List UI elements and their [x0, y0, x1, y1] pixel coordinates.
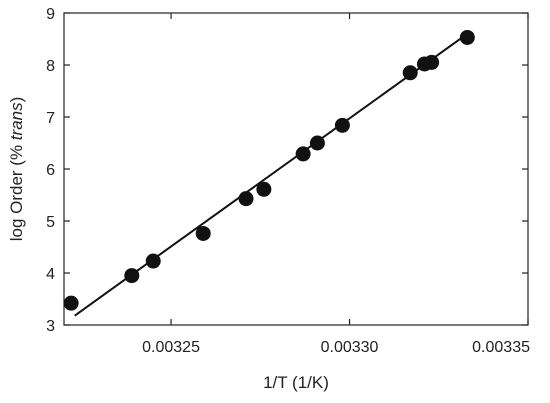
data-point — [124, 268, 140, 284]
data-points — [63, 29, 475, 311]
y-axis-title-prefix: log Order (% — [7, 140, 26, 241]
data-point — [459, 29, 475, 45]
x-axis-title: 1/T (1/K) — [263, 373, 329, 392]
y-tick-label: 3 — [46, 318, 55, 335]
fit-line — [74, 32, 468, 317]
y-axis-title-suffix: ) — [7, 97, 26, 103]
plot-area — [63, 12, 529, 326]
y-axis-title-italic: trans — [7, 102, 26, 140]
data-point — [238, 191, 254, 207]
x-tick-labels: 0.00325 0.00330 0.00335 — [142, 339, 530, 356]
data-point — [63, 295, 79, 311]
data-point — [256, 181, 272, 197]
data-point — [309, 135, 325, 151]
data-point — [334, 117, 350, 133]
y-tick-label: 4 — [46, 266, 55, 283]
x-axis-ticks — [170, 13, 529, 325]
y-tick-label: 7 — [46, 110, 55, 127]
y-axis-ticks — [64, 12, 528, 326]
y-tick-labels: 3 4 5 6 7 8 9 — [46, 6, 55, 335]
data-point — [402, 65, 418, 81]
y-tick-label: 9 — [46, 6, 55, 23]
data-point — [295, 146, 311, 162]
data-point — [145, 253, 161, 269]
y-tick-label: 8 — [46, 58, 55, 75]
y-tick-label: 5 — [46, 214, 55, 231]
data-point — [195, 225, 211, 241]
y-axis-title: log Order (% trans) — [7, 97, 26, 242]
data-point — [424, 54, 440, 70]
x-tick-label: 0.00330 — [321, 339, 379, 356]
x-tick-label: 0.00325 — [142, 339, 200, 356]
x-tick-label: 0.00335 — [472, 339, 530, 356]
y-tick-label: 6 — [46, 162, 55, 179]
